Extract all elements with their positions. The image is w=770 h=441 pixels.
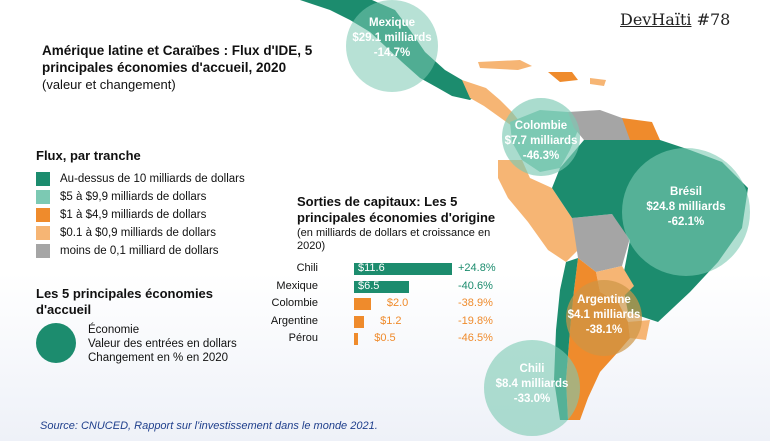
key-line-economy: Économie	[88, 324, 140, 336]
bubble-value: $24.8 milliards	[646, 201, 726, 213]
bar-value-label: $6.5	[358, 279, 380, 292]
bar-value-label: $11.6	[358, 262, 385, 274]
key-lines: Économie Valeur des entrées en dollars C…	[88, 323, 237, 365]
region-peru	[498, 178, 580, 262]
bar-category-label: Chili	[296, 262, 318, 274]
bar	[354, 333, 359, 345]
bar-change-label: -19.8%	[458, 314, 493, 327]
bubble-country: Brésil	[670, 186, 702, 198]
bubble-chili	[484, 340, 580, 436]
legend-swatch-lightorange	[36, 226, 50, 240]
key-title: Les 5 principales économies d'accueil	[36, 286, 214, 317]
bar-row: Argentine $1.2 -19.8%	[268, 315, 508, 329]
outflows-subtitle: (en milliards de dollars et croissance e…	[297, 227, 491, 252]
bar	[354, 315, 365, 328]
bar	[354, 280, 409, 293]
bubble-bresil	[622, 148, 750, 276]
region-caribbean	[478, 60, 532, 70]
source-note: Source: CNUCED, Rapport sur l'investisse…	[40, 420, 378, 432]
bubble-label-mexique: Mexique $29.1 milliards -14.7%	[342, 16, 442, 61]
bar-change-label: +24.8%	[458, 262, 496, 274]
legend-label: Au-dessus de 10 milliards de dollars	[60, 173, 245, 185]
legend-swatch-lightgreen	[36, 190, 50, 204]
legend-label: moins de 0,1 milliard de dollars	[60, 245, 219, 257]
bar-category-label: Pérou	[288, 332, 318, 344]
bar-value-label: $2.0	[386, 297, 409, 309]
legend-label: $0.1 à $0,9 milliards de dollars	[60, 227, 216, 239]
key-bubble	[36, 323, 76, 363]
bubble-change: -33.0%	[513, 393, 551, 405]
brand-name: DevHaïti	[620, 10, 692, 29]
bubble-country: Mexique	[368, 17, 415, 29]
bar	[354, 298, 371, 310]
legend-item: $5 à $9,9 milliards de dollars	[36, 190, 206, 204]
bubble-country: Chili	[519, 363, 545, 375]
legend-swatch-gray	[36, 244, 50, 258]
bubble-change: -14.7%	[373, 47, 411, 59]
bubble-change: -46.3%	[522, 150, 560, 162]
bubble-value: $4.1 milliards	[567, 309, 641, 321]
bubble-argentine	[566, 280, 642, 356]
bubble-mexique	[346, 0, 438, 92]
bubble-label-colombie: Colombie $7.7 milliards -46.3%	[491, 119, 591, 164]
bubble-change: -62.1%	[667, 216, 705, 228]
legend-title: Flux, par tranche	[36, 148, 141, 163]
page-subtitle: (valeur et changement)	[42, 77, 176, 92]
bar-value-label: $1.2	[380, 314, 402, 327]
bar-row: Chili $11.6 +24.8%	[268, 262, 508, 276]
bubble-value: $29.1 milliards	[352, 32, 432, 44]
legend-item: Au-dessus de 10 milliards de dollars	[36, 172, 245, 186]
legend-item: $0.1 à $0,9 milliards de dollars	[36, 226, 216, 240]
legend-item: moins de 0,1 milliard de dollars	[36, 244, 219, 258]
bubble-label-argentine: Argentine $4.1 milliards -38.1%	[554, 293, 654, 338]
bubble-label-chili: Chili $8.4 milliards -33.0%	[482, 362, 582, 407]
region-bolivia	[572, 214, 630, 272]
bar-category-label: Colombie	[271, 297, 318, 309]
bubble-value: $8.4 milliards	[495, 378, 569, 390]
key-line-value: Valeur des entrées en dollars	[88, 338, 237, 350]
region-dominican	[548, 72, 578, 82]
bubble-colombie	[502, 98, 580, 176]
outflows-title: Sorties de capitaux: Les 5 principales é…	[297, 194, 496, 225]
brand-number: #78	[696, 10, 731, 29]
bar-category-label: Mexique	[276, 279, 318, 292]
bar-row: Mexique $6.5 -40.6%	[268, 280, 508, 294]
legend-label: $5 à $9,9 milliards de dollars	[60, 191, 207, 203]
brand-logo: DevHaïti #78	[620, 10, 730, 29]
bubble-country: Colombie	[514, 120, 568, 132]
bar-change-label: -46.5%	[458, 332, 493, 344]
bubble-change: -38.1%	[585, 324, 623, 336]
region-venezuela	[568, 110, 640, 146]
bar-row: Colombie $2.0 -38.9%	[268, 297, 508, 311]
legend-label: $1 à $4,9 milliards de dollars	[60, 209, 207, 221]
bar-change-label: -40.6%	[458, 279, 493, 292]
bar-row: Pérou $0.5 -46.5%	[268, 332, 508, 346]
bar	[354, 263, 452, 275]
bar-value-label: $0.5	[374, 332, 396, 344]
bar-change-label: -38.9%	[458, 297, 493, 309]
bar-category-label: Argentine	[270, 314, 318, 327]
legend-item: $1 à $4,9 milliards de dollars	[36, 208, 206, 222]
key-line-change: Changement en % en 2020	[88, 352, 229, 364]
page-title: Amérique latine et Caraïbes : Flux d'IDE…	[42, 43, 313, 75]
region-central-america	[462, 80, 520, 126]
bubble-country: Argentine	[577, 294, 631, 306]
legend-swatch-orange	[36, 208, 50, 222]
bubble-label-bresil: Brésil $24.8 milliards -62.1%	[631, 185, 741, 230]
legend-swatch-darkgreen	[36, 172, 50, 186]
bubble-value: $7.7 milliards	[504, 135, 578, 147]
